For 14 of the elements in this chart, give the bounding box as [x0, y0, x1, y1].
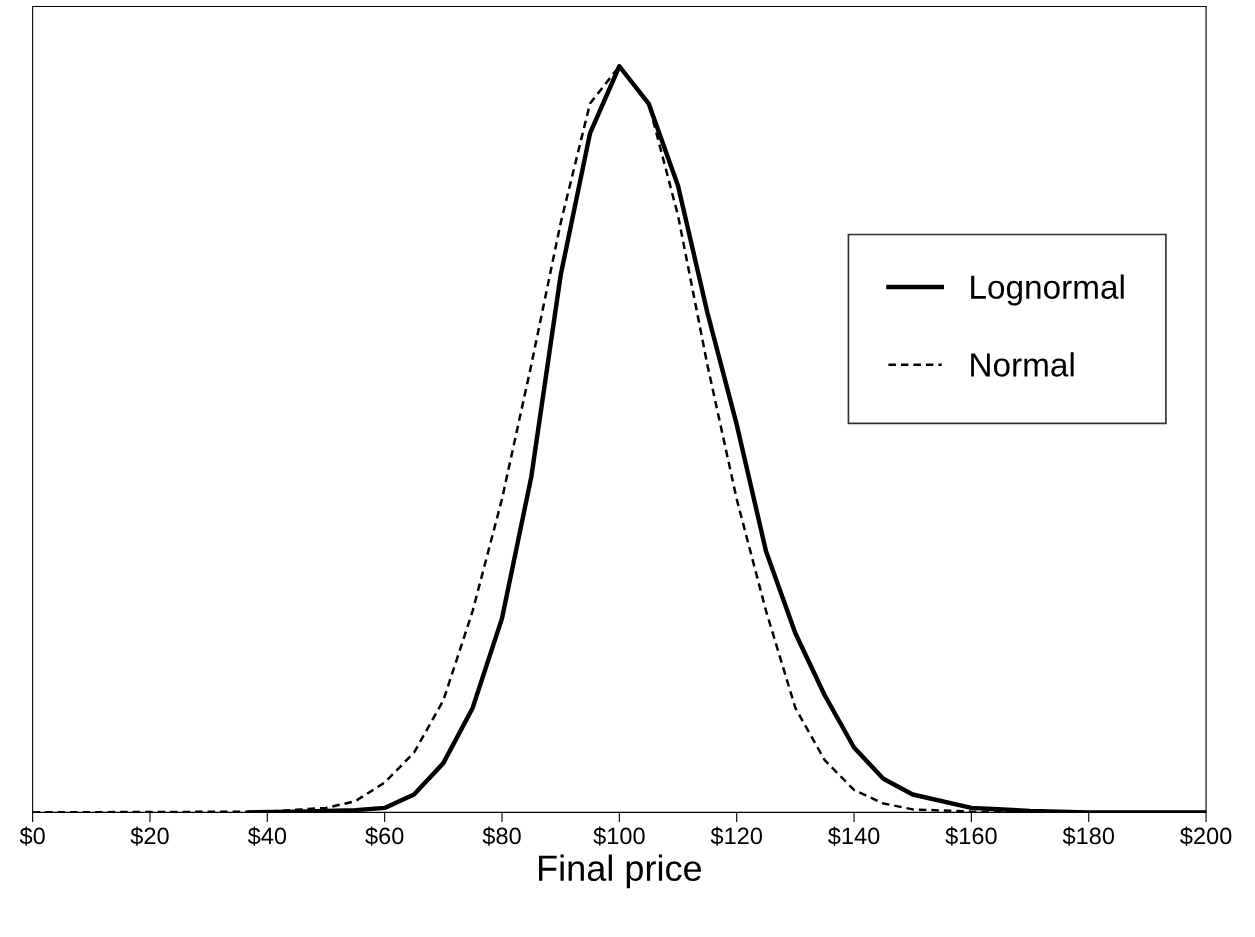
x-tick-label: $180: [1062, 826, 1115, 846]
x-axis-title: Final price: [539, 854, 702, 889]
x-tick-label: $0: [19, 826, 45, 846]
x-tick-label: $60: [365, 826, 404, 846]
x-tick-label: $120: [710, 826, 763, 846]
x-tick-label: $20: [130, 826, 169, 846]
x-tick-label: $40: [247, 826, 287, 846]
x-tick-label: $100: [593, 826, 645, 846]
x-tick-label: $80: [482, 826, 521, 846]
legend-label: Lognormal: [971, 274, 1124, 306]
x-tick-label: $160: [945, 826, 997, 846]
legend-label: Normal: [971, 352, 1074, 377]
x-tick-label: $140: [828, 826, 880, 846]
x-tick-label: $200: [1180, 826, 1232, 846]
